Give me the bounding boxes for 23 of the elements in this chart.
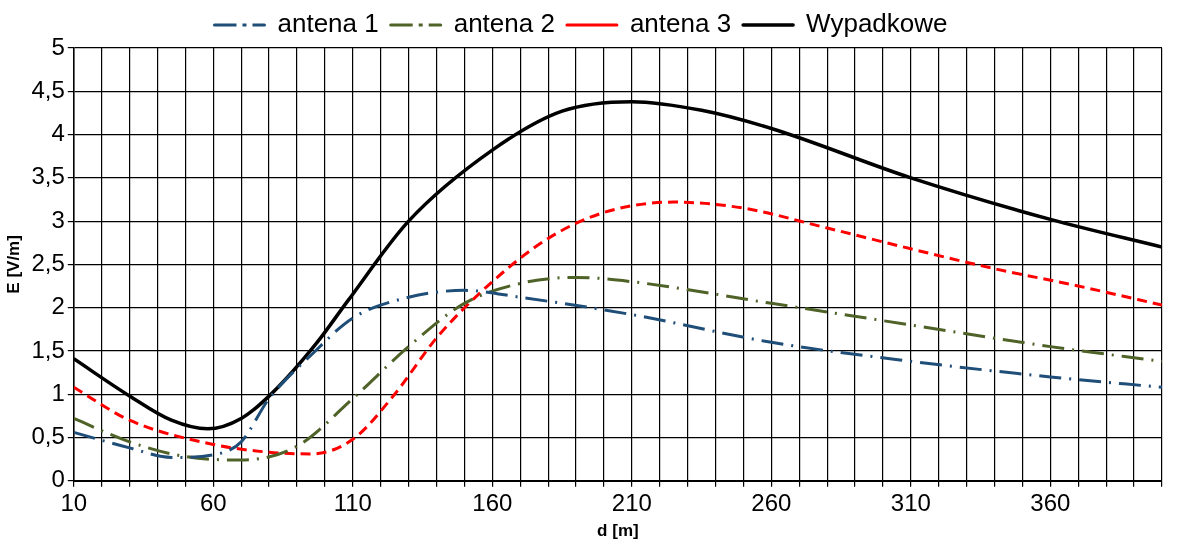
y-tick-label: 1 bbox=[51, 378, 65, 406]
x-tick-label: 260 bbox=[751, 488, 792, 516]
legend-label: antena 2 bbox=[453, 8, 555, 39]
legend-label: antena 1 bbox=[277, 8, 379, 39]
y-tick-label: 4,5 bbox=[31, 75, 65, 103]
x-tick-label: 360 bbox=[1030, 488, 1071, 516]
x-tick-label: 110 bbox=[333, 488, 372, 516]
legend-label: Wypadkowe bbox=[806, 8, 948, 39]
legend-label: antena 3 bbox=[629, 8, 732, 39]
x-axis-title: d [m] bbox=[597, 521, 639, 541]
y-tick-label: 0,5 bbox=[31, 422, 65, 450]
y-tick-label: 2,5 bbox=[31, 249, 65, 277]
y-tick-label: 2 bbox=[51, 292, 65, 320]
x-tick-label: 60 bbox=[199, 488, 227, 516]
x-tick-label: 310 bbox=[890, 488, 931, 516]
y-tick-label: 5 bbox=[51, 32, 65, 60]
x-tick-label: 160 bbox=[472, 488, 513, 516]
y-axis-title: E [V/m] bbox=[3, 235, 23, 294]
y-tick-label: 3,5 bbox=[31, 162, 65, 190]
y-tick-label: 4 bbox=[51, 119, 65, 147]
x-tick-label: 210 bbox=[611, 488, 652, 516]
y-tick-label: 1,5 bbox=[31, 335, 65, 363]
y-tick-label: 3 bbox=[51, 205, 65, 233]
